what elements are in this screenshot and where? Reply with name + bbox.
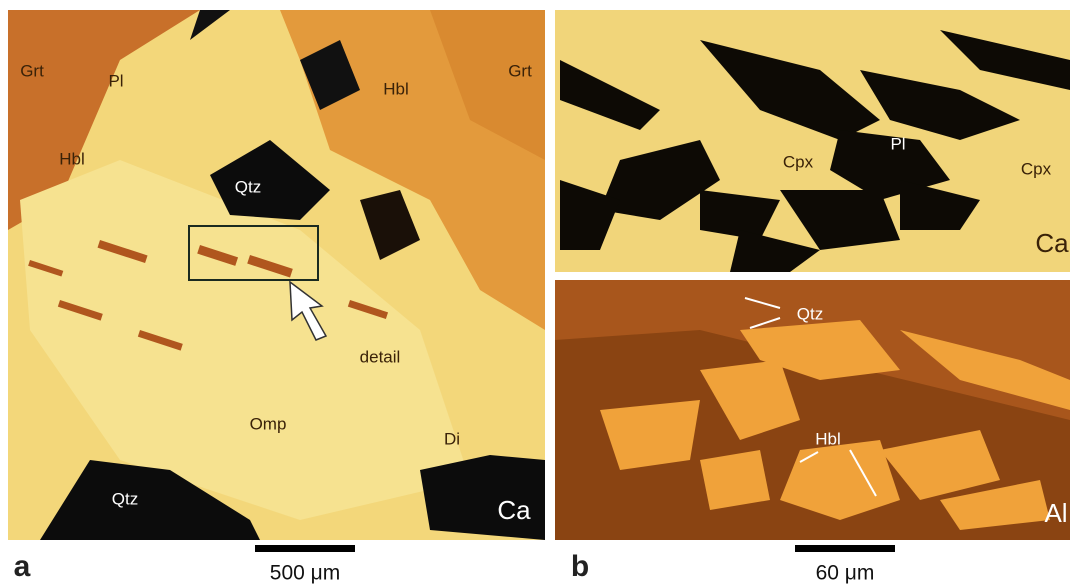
mineral-label: Grt bbox=[20, 61, 44, 80]
scale-label: 60 μm bbox=[816, 562, 875, 584]
mineral-label: Cpx bbox=[783, 152, 814, 171]
figure: a b 500 μm 60 μm Grt Pl Hbl Hbl Grt Qtz detail… bbox=[0, 0, 1075, 584]
scale-bar bbox=[255, 545, 355, 552]
mineral-label: Hbl bbox=[59, 149, 85, 168]
panel-a-image bbox=[8, 10, 545, 540]
mineral-label: Cpx bbox=[1021, 159, 1052, 178]
mineral-label: Hbl bbox=[383, 79, 409, 98]
mineral-label: Grt bbox=[508, 61, 532, 80]
mineral-label: Qtz bbox=[235, 177, 261, 196]
scale-bar bbox=[795, 545, 895, 552]
mineral-label: Al bbox=[1044, 498, 1067, 528]
mineral-label: Pl bbox=[108, 71, 123, 90]
panel-letter: b bbox=[571, 550, 589, 583]
mineral-label: detail bbox=[360, 347, 401, 366]
panel-letter: a bbox=[14, 550, 31, 583]
mineral-label: Pl bbox=[890, 134, 905, 153]
mineral-label: Di bbox=[444, 429, 460, 448]
mineral-label: Hbl bbox=[815, 429, 841, 448]
mineral-label: Qtz bbox=[112, 489, 138, 508]
panel-b-top-image bbox=[555, 10, 1070, 272]
mineral-label: Omp bbox=[250, 414, 287, 433]
mineral-label: Qtz bbox=[797, 304, 823, 323]
scale-label: 500 μm bbox=[270, 562, 340, 584]
mineral-label: Ca bbox=[497, 495, 531, 525]
mineral-label: Ca bbox=[1035, 228, 1069, 258]
